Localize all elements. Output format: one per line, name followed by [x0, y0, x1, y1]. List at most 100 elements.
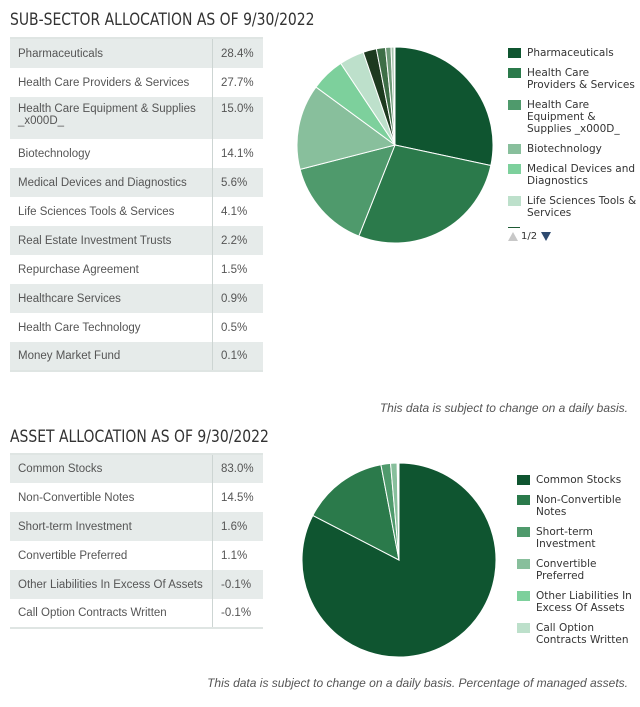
- table-row: Short-term Investment 1.6%: [10, 512, 263, 541]
- legend-pager: 1/2: [508, 231, 637, 242]
- row-label: Call Option Contracts Written: [10, 599, 213, 628]
- legend-item[interactable]: Life Sciences Tools & Services: [508, 195, 637, 219]
- row-label: Non-Convertible Notes: [10, 483, 213, 512]
- row-value: 5.6%: [212, 168, 263, 197]
- row-value: 2.2%: [212, 226, 263, 255]
- legend-item[interactable]: Health Care Providers & Services: [508, 67, 637, 91]
- row-label: Short-term Investment: [10, 512, 213, 541]
- table-row: Life Sciences Tools & Services 4.1%: [10, 197, 263, 226]
- table-row: Call Option Contracts Written -0.1%: [10, 599, 263, 628]
- legend-item[interactable]: Call Option Contracts Written: [517, 622, 640, 646]
- legend-item[interactable]: Other Liabilities In Excess Of Assets: [517, 590, 640, 614]
- row-label: Health Care Equipment & Supplies _x000D_: [10, 97, 213, 139]
- pie-slice[interactable]: [299, 144, 396, 237]
- row-value: 4.1%: [212, 197, 263, 226]
- table-row: Healthcare Services 0.9%: [10, 284, 263, 313]
- legend-item[interactable]: Medical Devices and Diagnostics: [508, 163, 637, 187]
- legend-label: Health Care Providers & Services: [527, 67, 635, 91]
- legend-label: Call Option Contracts Written: [536, 622, 629, 646]
- row-label: Convertible Preferred: [10, 541, 213, 570]
- pie-slice[interactable]: [358, 144, 492, 244]
- pie-slice[interactable]: [312, 464, 400, 561]
- page-down-arrow-icon[interactable]: [541, 232, 552, 241]
- legend-swatch: [508, 196, 521, 206]
- legend-label: Non-Convertible Notes: [536, 494, 622, 518]
- sub-sector-table: Pharmaceuticals 28.4% Health Care Provider…: [10, 37, 263, 372]
- pie-slice[interactable]: [296, 86, 397, 171]
- table-row: Money Market Fund 0.1%: [10, 342, 263, 371]
- row-label: Money Market Fund: [10, 342, 213, 371]
- table-row: Health Care Technology 0.5%: [10, 313, 263, 342]
- row-value: 14.1%: [212, 139, 263, 168]
- pie-slice[interactable]: [397, 462, 400, 561]
- row-label: Common Stocks: [10, 454, 213, 483]
- row-label: Pharmaceuticals: [10, 38, 213, 68]
- table-row: Repurchase Agreement 1.5%: [10, 255, 263, 284]
- row-value: 27.7%: [212, 68, 263, 97]
- legend-item[interactable]: Health Care Equipment & Supplies _x000D_: [508, 99, 637, 135]
- row-value: 28.4%: [212, 38, 263, 68]
- legend-item[interactable]: Common Stocks: [517, 474, 640, 486]
- row-value: 0.5%: [212, 313, 263, 342]
- page-up-arrow-icon[interactable]: [508, 232, 518, 241]
- row-value: 15.0%: [212, 97, 263, 139]
- table-row: Medical Devices and Diagnostics 5.6%: [10, 168, 263, 197]
- legend-swatch: [508, 100, 521, 110]
- row-label: Repurchase Agreement: [10, 255, 213, 284]
- table-row: Convertible Preferred 1.1%: [10, 541, 263, 570]
- table-row: Other Liabilities In Excess Of Assets -0.…: [10, 570, 263, 599]
- legend-label: Short-term Investment: [536, 526, 596, 550]
- legend-item[interactable]: Short-term Investment: [517, 526, 640, 550]
- table-row: Real Estate Investment Trusts 2.2%: [10, 226, 263, 255]
- legend-label: Convertible Preferred: [536, 558, 597, 582]
- legend-item[interactable]: Convertible Preferred: [517, 558, 640, 582]
- asset-allocation-title: ASSET ALLOCATION AS OF 9/30/2022: [10, 427, 269, 447]
- row-label: Other Liabilities In Excess Of Assets: [10, 570, 213, 599]
- legend-item[interactable]: Biotechnology: [508, 143, 637, 155]
- row-value: 1.5%: [212, 255, 263, 284]
- table-row: Pharmaceuticals 28.4%: [10, 38, 263, 68]
- table-row: Non-Convertible Notes 14.5%: [10, 483, 263, 512]
- row-value: 14.5%: [212, 483, 263, 512]
- legend-label: Pharmaceuticals: [527, 47, 614, 59]
- legend-swatch: [517, 495, 530, 505]
- legend-swatch: [517, 623, 530, 633]
- legend-swatch: [517, 527, 530, 537]
- legend-label: Life Sciences Tools & Services: [527, 195, 637, 219]
- row-value: 83.0%: [212, 454, 263, 483]
- table-row: Health Care Equipment & Supplies _x000D_…: [10, 97, 263, 139]
- legend-label: Common Stocks: [536, 474, 622, 486]
- sub-sector-title: SUB-SECTOR ALLOCATION AS OF 9/30/2022: [10, 10, 315, 30]
- row-label: Health Care Providers & Services: [10, 68, 213, 97]
- legend-label: Biotechnology: [527, 143, 602, 155]
- legend-swatch: [508, 68, 521, 78]
- sub-sector-pie-chart: [296, 46, 494, 244]
- asset-allocation-pie-chart: [301, 462, 497, 658]
- page-indicator: 1/2: [521, 231, 538, 242]
- asset-allocation-legend: Common Stocks Non-Convertible Notes Short-…: [517, 474, 640, 654]
- legend-swatch: [517, 475, 530, 485]
- legend-swatch: [517, 559, 530, 569]
- legend-swatch: [517, 591, 530, 601]
- legend-swatch: [508, 48, 521, 58]
- row-label: Medical Devices and Diagnostics: [10, 168, 213, 197]
- legend-swatch: [508, 144, 521, 154]
- row-value: 1.6%: [212, 512, 263, 541]
- legend-item[interactable]: Pharmaceuticals: [508, 47, 637, 59]
- row-value: -0.1%: [212, 599, 263, 628]
- asset-allocation-table: Common Stocks 83.0% Non-Convertible Notes 1…: [10, 453, 263, 629]
- pie-slice[interactable]: [394, 46, 494, 167]
- sub-sector-note: This data is subject to change on a dail…: [379, 401, 628, 415]
- pie-slice[interactable]: [393, 46, 396, 146]
- legend-label: Medical Devices and Diagnostics: [527, 163, 636, 187]
- legend-swatch: [508, 164, 521, 174]
- row-label: Real Estate Investment Trusts: [10, 226, 213, 255]
- table-row: Common Stocks 83.0%: [10, 454, 263, 483]
- row-value: 0.9%: [212, 284, 263, 313]
- row-label: Life Sciences Tools & Services: [10, 197, 213, 226]
- legend-item[interactable]: Non-Convertible Notes: [517, 494, 640, 518]
- row-label: Biotechnology: [10, 139, 213, 168]
- row-label: Health Care Technology: [10, 313, 213, 342]
- row-value: -0.1%: [212, 570, 263, 599]
- row-value: 0.1%: [212, 342, 263, 371]
